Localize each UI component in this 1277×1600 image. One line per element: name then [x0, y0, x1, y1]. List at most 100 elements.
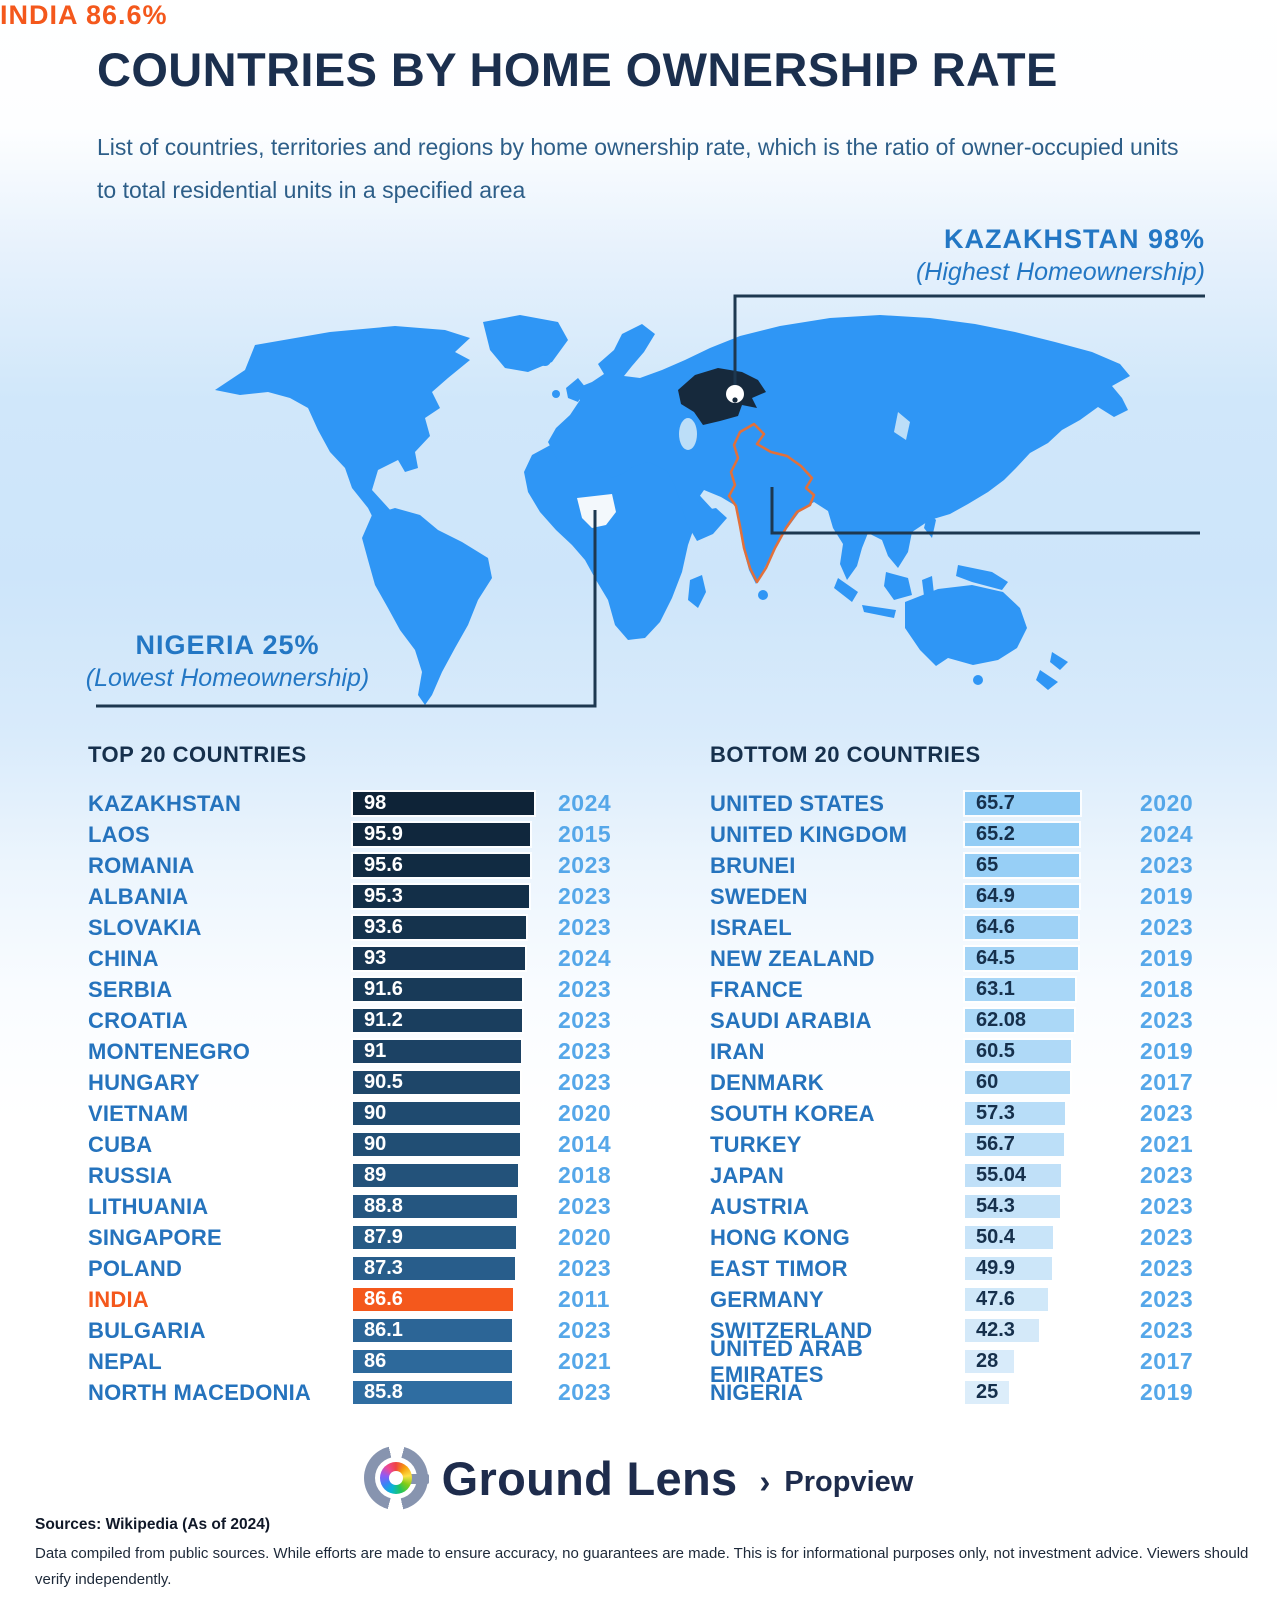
value-bar: 56.7: [965, 1133, 1065, 1156]
kazakhstan-annotation: KAZAKHSTAN 98% (Highest Homeownership): [916, 224, 1205, 287]
country-label: CROATIA: [88, 1007, 188, 1033]
bar-value: 47.6: [976, 1288, 1015, 1310]
bar-value: 85.8: [364, 1381, 403, 1403]
country-label: HUNGARY: [88, 1069, 200, 1095]
value-bar: 54.3: [965, 1195, 1061, 1218]
list-row: UNITED KINGDOM 65.2 2024: [710, 819, 1193, 850]
list-row: TURKEY 56.7 2021: [710, 1129, 1193, 1160]
year-label: 2023: [558, 914, 612, 940]
bar-value: 87.9: [364, 1226, 403, 1248]
nigeria-annotation-title: NIGERIA 25%: [135, 630, 320, 660]
list-row: UNITED STATES 65.7 2020: [710, 788, 1193, 819]
country-label: UNITED STATES: [710, 790, 885, 816]
list-row: CROATIA 91.2 2023: [88, 1005, 611, 1036]
year-label: 2018: [558, 1162, 612, 1188]
value-bar: 60: [965, 1071, 1070, 1094]
value-bar: 95.9: [353, 823, 531, 846]
year-label: 2023: [1140, 1286, 1194, 1312]
bar-value: 91.6: [364, 978, 403, 1000]
top-20-heading: TOP 20 COUNTRIES: [88, 742, 307, 767]
brand-row: Ground Lens › Propview: [0, 1446, 1277, 1510]
year-label: 2020: [1140, 790, 1194, 816]
country-label: CUBA: [88, 1131, 153, 1157]
year-label: 2023: [1140, 1007, 1194, 1033]
bar-value: 86: [364, 1350, 387, 1372]
year-label: 2023: [1140, 1255, 1194, 1281]
bar-value: 25: [976, 1381, 999, 1403]
value-bar: 87.3: [353, 1257, 515, 1280]
bar-cell: 25: [965, 1381, 1140, 1404]
list-row: HUNGARY 90.5 2023: [88, 1067, 611, 1098]
bar-cell: 86: [353, 1350, 558, 1373]
sources-line: Sources: Wikipedia (As of 2024): [35, 1516, 271, 1533]
value-bar: 85.8: [353, 1381, 512, 1404]
nigeria-annotation: NIGERIA 25% (Lowest Homeownership): [55, 630, 400, 693]
tasmania-shape: [973, 675, 983, 685]
value-bar: 90.5: [353, 1071, 521, 1094]
top-20-rows: KAZAKHSTAN 98 2024 LAOS 95.9 2015 ROMANIA 95.6 2…: [88, 788, 611, 1408]
bar-value: 57.3: [976, 1102, 1015, 1124]
list-row: NORTH MACEDONIA 85.8 2023: [88, 1377, 611, 1408]
africa-shape: [524, 432, 715, 640]
logo-g-bar: [401, 1474, 429, 1484]
bar-value: 65.7: [976, 792, 1015, 814]
kazakhstan-pin-icon: [726, 385, 744, 403]
bar-value: 95.6: [364, 854, 403, 876]
year-label: 2019: [1140, 1038, 1194, 1064]
bar-cell: 56.7: [965, 1133, 1140, 1156]
bar-cell: 91.2: [353, 1009, 558, 1032]
bar-cell: 54.3: [965, 1195, 1140, 1218]
bar-value: 91: [364, 1040, 387, 1062]
list-row: GERMANY 47.6 2023: [710, 1284, 1193, 1315]
bar-value: 63.1: [976, 978, 1015, 1000]
north-america-shape: [215, 326, 470, 552]
list-row: HONG KONG 50.4 2023: [710, 1222, 1193, 1253]
ground-lens-logo-icon: [363, 1446, 429, 1510]
bar-value: 89: [364, 1164, 387, 1186]
list-row: KAZAKHSTAN 98 2024: [88, 788, 611, 819]
value-bar: 95.6: [353, 854, 530, 877]
bar-value: 65.2: [976, 823, 1015, 845]
value-bar: 86.6: [353, 1288, 514, 1311]
list-row: JAPAN 55.04 2023: [710, 1160, 1193, 1191]
list-row: LITHUANIA 88.8 2023: [88, 1191, 611, 1222]
list-row: SINGAPORE 87.9 2020: [88, 1222, 611, 1253]
kazakhstan-annotation-subtitle: (Highest Homeownership): [915, 258, 1205, 286]
country-label: UNITED ARAB EMIRATES: [710, 1335, 863, 1387]
year-label: 2020: [558, 1100, 612, 1126]
bar-cell: 93: [353, 947, 558, 970]
list-row: DENMARK 60 2017: [710, 1067, 1193, 1098]
list-row: AUSTRIA 54.3 2023: [710, 1191, 1193, 1222]
bar-value: 56.7: [976, 1133, 1015, 1155]
bar-cell: 90: [353, 1102, 558, 1125]
country-label: ROMANIA: [88, 852, 195, 878]
country-label: SOUTH KOREA: [710, 1100, 875, 1126]
bar-value: 49.9: [976, 1257, 1015, 1279]
bar-value: 65: [976, 854, 999, 876]
bar-value: 93.6: [364, 916, 403, 938]
country-label: NORTH MACEDONIA: [88, 1379, 311, 1405]
bar-cell: 86.6: [353, 1288, 558, 1311]
value-bar: 90: [353, 1102, 520, 1125]
year-label: 2014: [558, 1131, 612, 1157]
year-label: 2023: [1140, 1162, 1194, 1188]
country-label: SLOVAKIA: [88, 914, 202, 940]
bar-cell: 89: [353, 1164, 558, 1187]
country-label: ALBANIA: [88, 883, 189, 909]
value-bar: 98: [353, 792, 535, 815]
list-row: ALBANIA 95.3 2023: [88, 881, 611, 912]
bar-value: 88.8: [364, 1195, 403, 1217]
greenland-shape: [483, 315, 568, 372]
bar-value: 87.3: [364, 1257, 403, 1279]
country-label: BULGARIA: [88, 1317, 206, 1343]
value-bar: 60.5: [965, 1040, 1071, 1063]
bar-value: 64.5: [976, 947, 1015, 969]
country-label: ISRAEL: [710, 914, 792, 940]
country-label: HONG KONG: [710, 1224, 850, 1250]
bar-cell: 95.6: [353, 854, 558, 877]
country-label: LAOS: [88, 821, 150, 847]
list-row: NIGERIA 25 2019: [710, 1377, 1193, 1408]
bar-value: 86.1: [364, 1319, 403, 1341]
country-label: NEPAL: [88, 1348, 162, 1374]
